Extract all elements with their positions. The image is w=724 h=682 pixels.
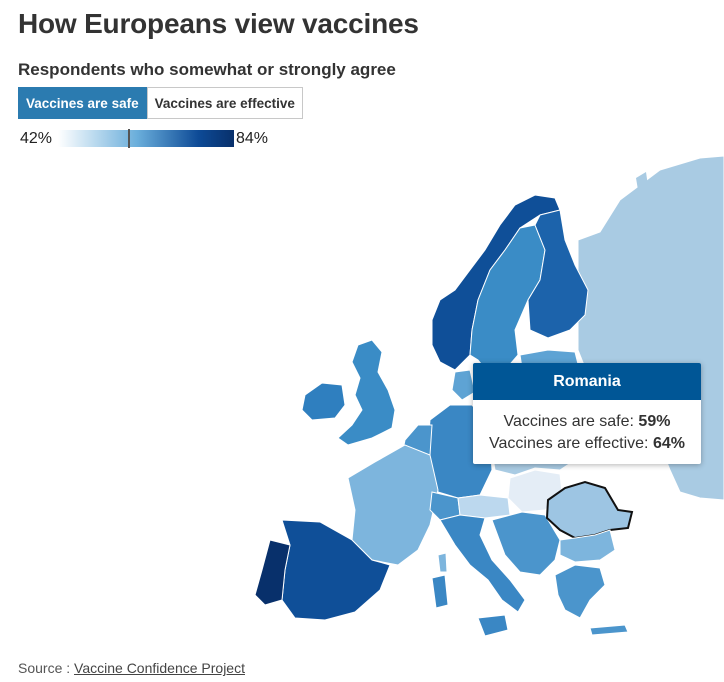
region-east-islands: [636, 172, 648, 190]
country-romania[interactable]: [545, 480, 634, 540]
country-finland[interactable]: [527, 209, 589, 339]
tab-vaccines-safe[interactable]: Vaccines are safe: [18, 87, 147, 119]
country-austria[interactable]: [457, 494, 511, 519]
tab-vaccines-effective[interactable]: Vaccines are effective: [146, 87, 303, 119]
subtitle: Respondents who somewhat or strongly agr…: [18, 60, 396, 79]
source-prefix: Source :: [18, 660, 75, 676]
tooltip-safe-value: 59%: [638, 413, 671, 430]
source-link[interactable]: Vaccine Confidence Project: [74, 660, 245, 676]
country-denmark[interactable]: [451, 369, 476, 401]
tooltip-effective-label: Vaccines are effective:: [489, 435, 649, 452]
island-sardinia[interactable]: [431, 574, 449, 609]
legend-value-marker: [128, 129, 131, 148]
region-balkans[interactable]: [491, 511, 561, 576]
source-credit: Source : Vaccine Confidence Project: [18, 660, 245, 676]
tooltip-body: Vaccines are safe: 59% Vaccines are effe…: [473, 400, 701, 455]
country-greece[interactable]: [554, 564, 606, 619]
country-bulgaria[interactable]: [559, 529, 616, 563]
page-title: How Europeans view vaccines: [18, 8, 419, 39]
tooltip-safe-row: Vaccines are safe: 59%: [473, 411, 701, 433]
legend-max-label: 84%: [236, 130, 269, 147]
island-crete[interactable]: [589, 624, 629, 636]
island-corsica[interactable]: [437, 552, 448, 573]
tooltip-country-name: Romania: [473, 363, 701, 400]
country-sweden[interactable]: [469, 224, 546, 376]
tooltip-safe-label: Vaccines are safe:: [503, 413, 634, 430]
country-france[interactable]: [347, 444, 439, 566]
legend-gradient-bar: [58, 130, 234, 147]
tooltip-effective-value: 64%: [652, 435, 685, 452]
country-italy[interactable]: [439, 514, 526, 613]
country-portugal[interactable]: [254, 539, 291, 606]
legend-min-label: 42%: [20, 130, 53, 147]
country-tooltip: Romania Vaccines are safe: 59% Vaccines …: [473, 363, 701, 464]
metric-tabs: Vaccines are safe Vaccines are effective: [18, 87, 303, 119]
country-ireland[interactable]: [301, 382, 346, 421]
tooltip-effective-row: Vaccines are effective: 64%: [473, 433, 701, 455]
island-sicily[interactable]: [477, 614, 509, 637]
country-united-kingdom[interactable]: [337, 339, 396, 446]
